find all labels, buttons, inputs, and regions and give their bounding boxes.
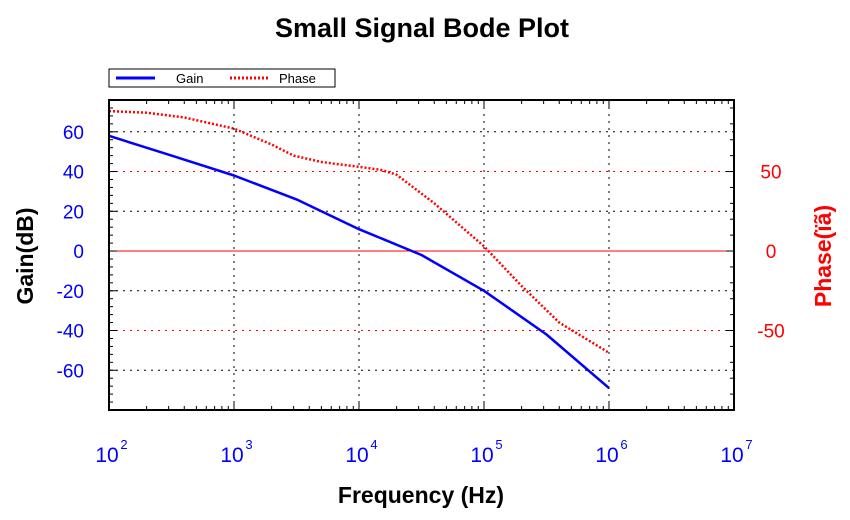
y-left-tick-label: -60 (57, 361, 84, 382)
y-left-tick-label: 60 (63, 123, 84, 144)
x-tick-exponent: 6 (620, 437, 627, 452)
x-tick-label: 10 (220, 444, 243, 467)
plot-frame (108, 99, 735, 411)
y-left-tick-label: 40 (63, 163, 84, 184)
y-axis-right-label: Phase(ïã) (810, 205, 836, 307)
x-tick-exponent: 4 (370, 437, 377, 452)
reference-lines (109, 171, 734, 332)
y-left-tick-label: 20 (63, 202, 84, 223)
x-tick-exponent: 7 (745, 437, 752, 452)
x-axis-label: Frequency (Hz) (338, 482, 504, 508)
x-tick-exponent: 2 (120, 437, 127, 452)
x-tick-label: 10 (595, 444, 618, 467)
x-tick-label: 10 (470, 444, 493, 467)
y-axis-left-label: Gain(dB) (12, 207, 38, 304)
legend-gain-label: Gain (176, 71, 203, 86)
x-tick-label: 10 (345, 444, 368, 467)
y-left-tick-label: -20 (57, 282, 84, 303)
series-phase-line (108, 109, 610, 354)
x-tick-label: 10 (720, 444, 743, 467)
grid-lines (109, 100, 734, 410)
x-tick-exponent: 5 (495, 437, 502, 452)
series-gain-line (108, 134, 610, 390)
legend-phase-label: Phase (279, 71, 316, 86)
y-right-tick-label: 0 (766, 242, 777, 263)
y-right-tick-label: -50 (757, 322, 784, 343)
y-left-tick-label: 0 (73, 242, 84, 263)
legend-box (108, 68, 336, 88)
x-tick-exponent: 3 (245, 437, 252, 452)
chart-title: Small Signal Bode Plot (275, 13, 569, 43)
x-tick-label: 10 (95, 444, 118, 467)
legend: Gain Phase (108, 68, 336, 88)
y-right-tick-label: 50 (760, 163, 781, 184)
y-left-tick-label: -40 (57, 322, 84, 343)
series-lines (108, 109, 610, 390)
